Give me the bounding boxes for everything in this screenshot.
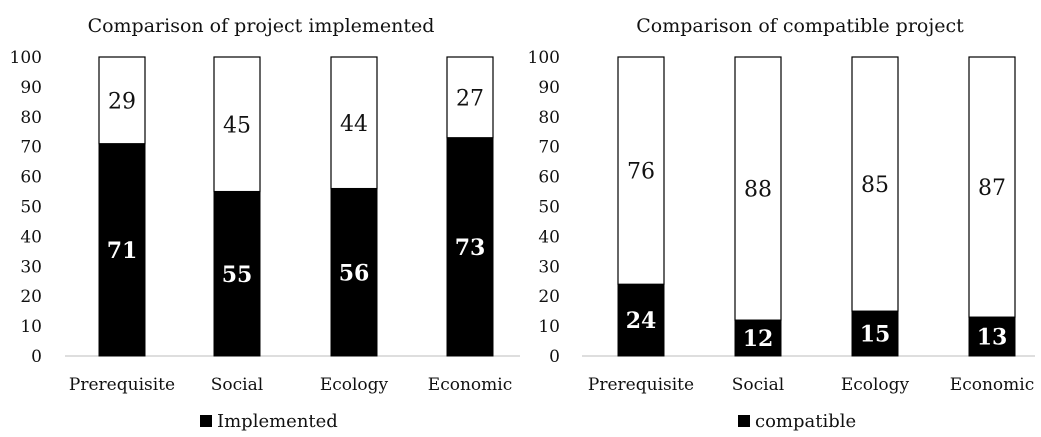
x-tick-label: Ecology xyxy=(320,375,389,395)
bar-segment-remainder xyxy=(734,56,782,321)
chart-compatible: Comparison of compatible project 0 10 20 30… xyxy=(528,15,1035,432)
bar-segment-remainder xyxy=(330,56,378,190)
legend: Implemented xyxy=(200,411,338,432)
bar-segment-implemented xyxy=(330,188,378,357)
y-tick-labels: 0 10 20 30 40 50 60 70 80 90 100 xyxy=(528,48,560,367)
data-label: 55 xyxy=(222,262,253,288)
y-tick-label: 90 xyxy=(538,78,560,98)
y-tick-label: 40 xyxy=(20,227,42,247)
y-tick-label: 60 xyxy=(20,168,42,188)
data-label: 73 xyxy=(455,235,486,261)
bar-segment-compatible xyxy=(617,283,665,357)
y-tick-label: 70 xyxy=(538,138,560,158)
bar-segment-implemented xyxy=(98,143,146,357)
data-label: 27 xyxy=(456,86,484,111)
chart-title: Comparison of compatible project xyxy=(636,15,964,37)
bars: 24 76 12 88 15 85 13 87 xyxy=(617,56,1016,357)
data-label: 15 xyxy=(860,322,891,348)
y-tick-label: 30 xyxy=(20,257,42,277)
x-tick-labels: Prerequisite Social Ecology Economic xyxy=(588,375,1034,395)
bar-segment-remainder xyxy=(968,56,1016,318)
legend-label: compatible xyxy=(755,411,856,432)
y-tick-label: 0 xyxy=(31,347,42,367)
bar-segment-compatible xyxy=(851,310,899,357)
bar-segment-remainder xyxy=(617,56,665,285)
chart-implemented: Comparison of project implemented 0 10 20 3… xyxy=(10,15,520,432)
x-tick-label: Social xyxy=(732,375,784,395)
y-tick-label: 20 xyxy=(538,287,560,307)
y-tick-label: 10 xyxy=(538,317,560,337)
legend: compatible xyxy=(738,411,856,432)
data-label: 71 xyxy=(107,238,138,264)
y-tick-label: 30 xyxy=(538,257,560,277)
bar-segment-remainder xyxy=(213,56,261,193)
chart-title: Comparison of project implemented xyxy=(88,15,435,37)
y-tick-label: 80 xyxy=(538,108,560,128)
data-label: 76 xyxy=(627,160,655,185)
bars: 71 29 55 45 56 44 73 27 xyxy=(98,56,494,357)
bar-segment-compatible xyxy=(734,319,782,357)
y-tick-labels: 0 10 20 30 40 50 60 70 80 90 100 xyxy=(10,48,42,367)
y-tick-label: 50 xyxy=(20,198,42,218)
legend-swatch xyxy=(200,415,212,427)
data-label: 29 xyxy=(108,89,136,114)
y-tick-label: 60 xyxy=(538,168,560,188)
legend-label: Implemented xyxy=(217,411,338,432)
y-tick-label: 10 xyxy=(20,317,42,337)
x-tick-label: Prerequisite xyxy=(588,375,694,395)
y-tick-label: 0 xyxy=(549,347,560,367)
data-label: 87 xyxy=(978,176,1006,201)
bar-segment-compatible xyxy=(968,316,1016,357)
data-label: 24 xyxy=(626,308,657,334)
data-label: 88 xyxy=(744,178,772,203)
data-label: 85 xyxy=(861,173,889,198)
legend-swatch xyxy=(738,415,750,427)
y-tick-label: 100 xyxy=(10,48,42,68)
y-tick-label: 70 xyxy=(20,138,42,158)
y-tick-label: 100 xyxy=(528,48,560,68)
data-label: 45 xyxy=(223,113,251,138)
x-tick-labels: Prerequisite Social Ecology Economic xyxy=(69,375,512,395)
bar-segment-remainder xyxy=(98,56,146,145)
bar-segment-remainder xyxy=(851,56,899,312)
y-tick-label: 50 xyxy=(538,198,560,218)
x-tick-label: Prerequisite xyxy=(69,375,175,395)
bar-segment-implemented xyxy=(446,137,494,357)
data-label: 56 xyxy=(339,260,370,286)
data-label: 44 xyxy=(340,112,368,137)
y-tick-label: 80 xyxy=(20,108,42,128)
x-tick-label: Social xyxy=(211,375,263,395)
bar-segment-remainder xyxy=(446,56,494,139)
y-tick-label: 20 xyxy=(20,287,42,307)
data-label: 12 xyxy=(743,326,774,352)
x-tick-label: Economic xyxy=(950,375,1034,395)
y-tick-label: 90 xyxy=(20,78,42,98)
data-label: 13 xyxy=(977,325,1008,351)
x-tick-label: Economic xyxy=(428,375,512,395)
x-tick-label: Ecology xyxy=(841,375,910,395)
y-tick-label: 40 xyxy=(538,227,560,247)
